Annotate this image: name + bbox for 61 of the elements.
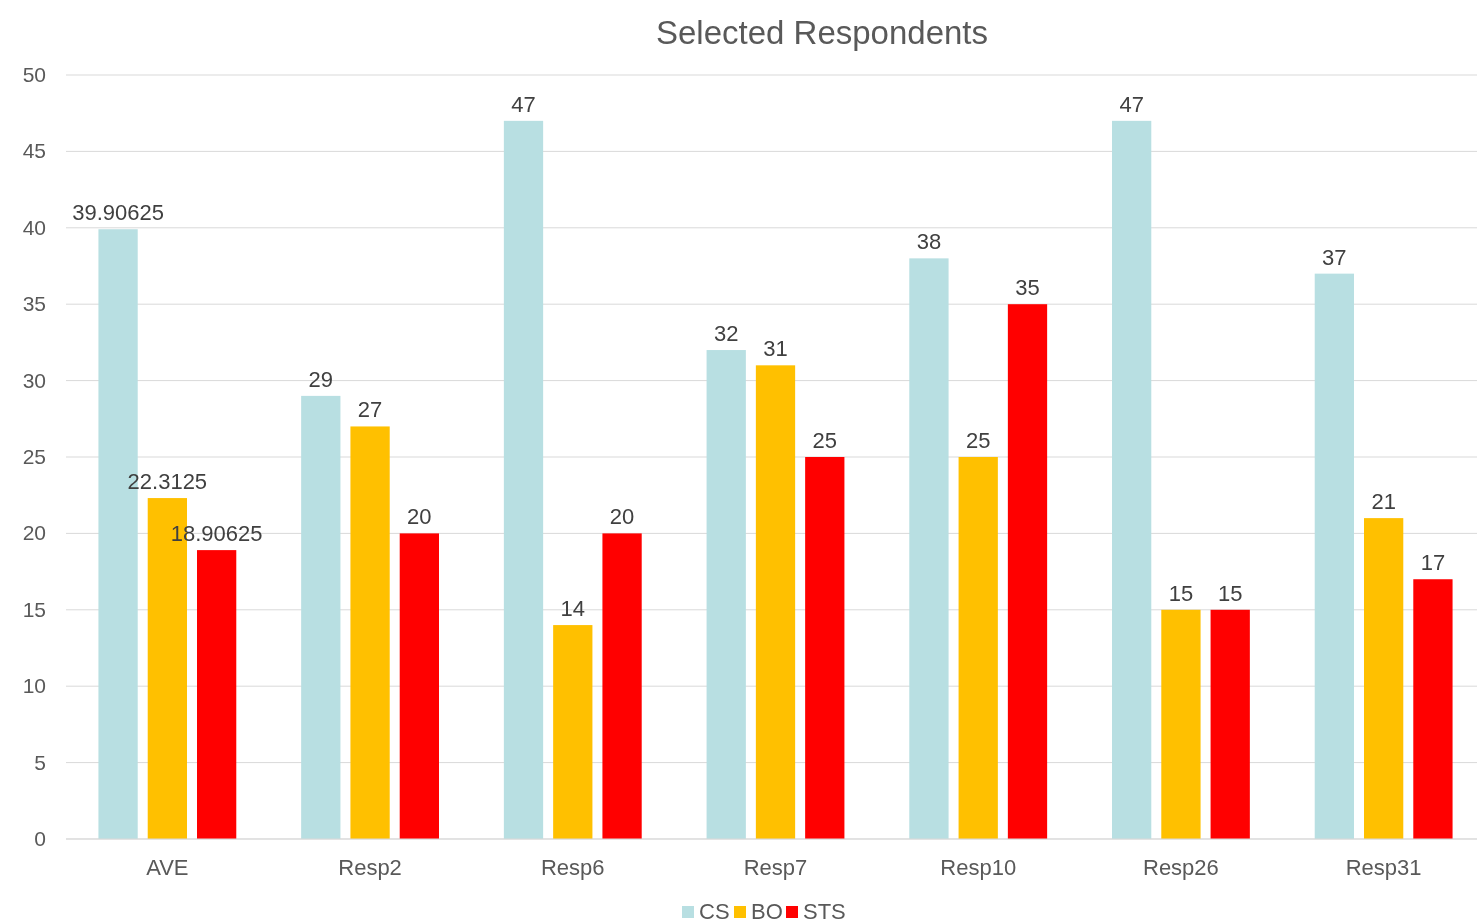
bar bbox=[909, 258, 949, 839]
data-label: 22.3125 bbox=[127, 469, 208, 495]
legend-label: BO bbox=[751, 899, 783, 923]
bar bbox=[1314, 273, 1354, 839]
bar bbox=[1210, 609, 1250, 839]
data-label: 39.90625 bbox=[72, 200, 164, 226]
data-label: 47 bbox=[1119, 91, 1144, 117]
data-label: 32 bbox=[713, 321, 739, 347]
data-label: 31 bbox=[763, 336, 788, 362]
bar bbox=[553, 625, 593, 839]
bar bbox=[1364, 518, 1404, 839]
data-label: 15 bbox=[1217, 580, 1243, 606]
data-label: 37 bbox=[1322, 244, 1347, 270]
bar bbox=[197, 550, 237, 839]
bar bbox=[503, 120, 544, 839]
bar bbox=[1413, 579, 1453, 839]
data-label: 15 bbox=[1168, 580, 1194, 606]
legend-label: CS bbox=[699, 899, 730, 923]
x-tick-label: Resp26 bbox=[1143, 855, 1219, 880]
bar bbox=[805, 457, 845, 839]
bar bbox=[706, 350, 746, 839]
y-tick-label: 45 bbox=[22, 139, 46, 163]
bar bbox=[958, 457, 998, 839]
bar bbox=[301, 395, 341, 839]
x-tick-label: Resp10 bbox=[940, 855, 1017, 880]
data-label: 25 bbox=[812, 428, 838, 453]
legend-label: STS bbox=[803, 899, 846, 923]
y-tick-label: 5 bbox=[34, 750, 46, 774]
bar bbox=[1161, 609, 1201, 839]
x-tick-label: Resp2 bbox=[338, 855, 402, 880]
data-label: 20 bbox=[609, 504, 635, 530]
data-label: 38 bbox=[916, 229, 942, 255]
bar bbox=[1007, 304, 1048, 839]
bar bbox=[399, 533, 439, 839]
data-label: 14 bbox=[560, 596, 586, 622]
y-tick-label: 20 bbox=[22, 521, 46, 545]
y-tick-label: 10 bbox=[22, 674, 46, 698]
y-tick-label: 15 bbox=[22, 597, 46, 621]
y-tick-label: 40 bbox=[22, 215, 46, 239]
data-label: 47 bbox=[511, 91, 536, 117]
y-tick-label: 25 bbox=[22, 445, 46, 468]
x-tick-label: Resp31 bbox=[1345, 855, 1422, 880]
x-tick-label: AVE bbox=[146, 855, 189, 880]
y-tick-label: 30 bbox=[22, 368, 46, 392]
x-tick-label: Resp6 bbox=[540, 855, 605, 880]
bar bbox=[602, 533, 642, 839]
bar bbox=[1112, 120, 1152, 839]
data-label: 17 bbox=[1420, 550, 1446, 576]
y-tick-label: 0 bbox=[34, 827, 46, 850]
data-label: 21 bbox=[1371, 489, 1396, 515]
data-label: 25 bbox=[965, 428, 991, 453]
bar bbox=[350, 426, 390, 839]
y-tick-label: 35 bbox=[22, 292, 46, 316]
data-label: 27 bbox=[357, 397, 383, 423]
data-label: 20 bbox=[407, 504, 432, 530]
bar bbox=[755, 365, 796, 839]
y-tick-label: 50 bbox=[22, 63, 46, 86]
x-tick-label: Resp7 bbox=[743, 855, 808, 880]
data-label: 35 bbox=[1015, 275, 1040, 301]
data-label: 29 bbox=[308, 366, 334, 392]
chart-title: Selected Respondents bbox=[655, 14, 989, 51]
